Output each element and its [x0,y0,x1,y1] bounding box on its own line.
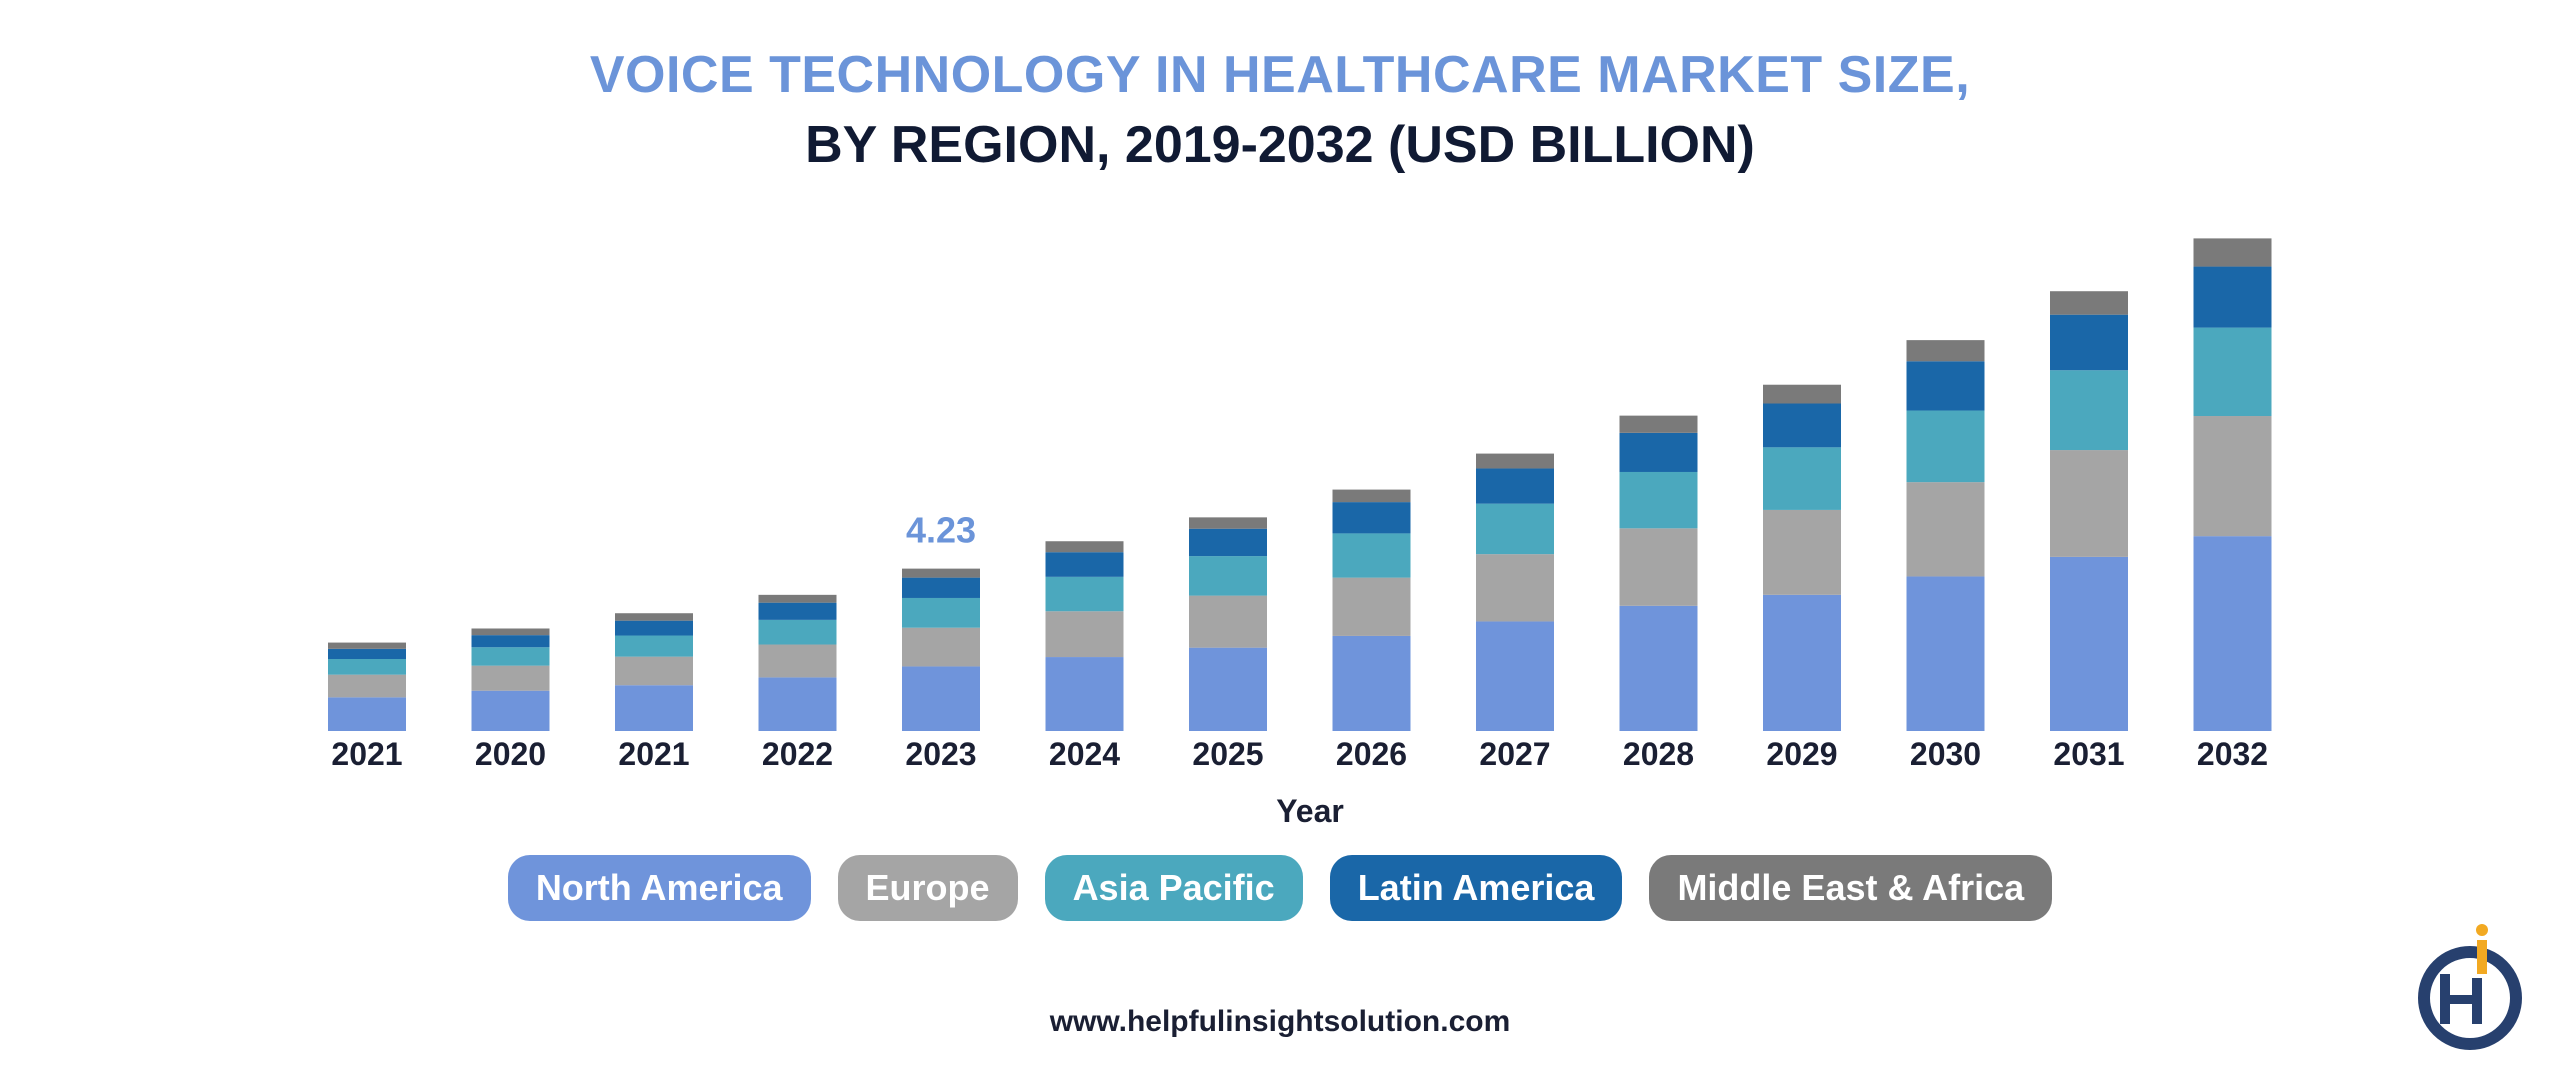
bar-segment-middle-east-africa-8 [1476,453,1554,469]
legend-item-north-america: North America [507,855,811,921]
bar-segment-middle-east-africa-12 [2050,291,2128,315]
bar-segment-latin-america-13 [2193,266,2272,328]
bar-segment-europe-0 [328,674,406,698]
x-axis-label: Year [1276,793,1344,829]
bar-segment-asia-pacific-10 [1763,447,1841,510]
bar-segment-latin-america-3 [758,602,837,620]
bar-segment-europe-5 [1045,611,1124,658]
bar-segment-north-america-10 [1763,594,1841,731]
data-label: 4.23 [906,510,976,551]
x-tick-label: 2026 [1336,736,1407,772]
bar-segment-europe-4 [902,627,980,667]
bar-segment-latin-america-10 [1763,403,1841,448]
bar-segment-latin-america-7 [1332,502,1411,534]
bar-segment-asia-pacific-5 [1045,576,1124,612]
bar-segment-middle-east-africa-9 [1619,415,1698,433]
bar-segment-asia-pacific-7 [1332,533,1411,578]
x-tick-label: 2030 [1910,736,1981,772]
bar-segment-latin-america-8 [1476,468,1554,504]
bar-segment-asia-pacific-8 [1476,503,1554,555]
bar-segment-north-america-8 [1476,621,1554,731]
x-tick-label: 2031 [2053,736,2124,772]
x-tick-label: 2028 [1623,736,1694,772]
bar-segment-europe-10 [1763,509,1841,595]
bar-segment-europe-12 [2050,450,2128,557]
bar-segment-north-america-2 [615,685,693,731]
bar-segment-europe-2 [615,656,693,686]
x-tick-label: 2029 [1766,736,1837,772]
x-tick-label: 2025 [1192,736,1263,772]
bar-segment-north-america-5 [1045,657,1124,731]
bar-segment-asia-pacific-1 [471,647,550,666]
bar-segment-middle-east-africa-3 [758,594,837,603]
x-tick-label: 2024 [1049,736,1120,772]
bar-segment-europe-8 [1476,554,1554,622]
x-tick-label: 2021 [618,736,689,772]
bar-segment-middle-east-africa-2 [615,613,693,621]
bar-segment-middle-east-africa-13 [2193,238,2272,267]
bar-segment-latin-america-5 [1045,552,1124,577]
chart-title: VOICE TECHNOLOGY IN HEALTHCARE MARKET SI… [0,40,2560,180]
bar-segment-middle-east-africa-7 [1332,489,1411,503]
chart-title-line2: BY REGION, 2019-2032 (USD BILLION) [805,116,1755,174]
bar-segment-europe-6 [1189,595,1267,648]
x-tick-label: 2027 [1479,736,1550,772]
bar-segment-latin-america-9 [1619,432,1698,472]
bar-segment-latin-america-4 [902,577,980,598]
legend-item-asia-pacific: Asia Pacific [1044,855,1303,921]
bar-segment-latin-america-0 [328,648,406,660]
bar-segment-europe-7 [1332,577,1411,636]
x-tick-label: 2020 [475,736,546,772]
bar-segment-middle-east-africa-0 [328,642,406,649]
bar-segment-latin-america-1 [471,635,550,648]
x-tick-label: 2021 [331,736,402,772]
bar-segment-middle-east-africa-4 [902,568,980,578]
legend-item-europe: Europe [837,855,1018,921]
bar-segment-asia-pacific-9 [1619,471,1698,529]
legend: North America Europe Asia Pacific Latin … [0,855,2560,921]
x-tick-label: 2023 [905,736,976,772]
bar-segment-middle-east-africa-1 [471,628,550,636]
bar-segment-north-america-4 [902,666,980,731]
chart-title-line1: VOICE TECHNOLOGY IN HEALTHCARE MARKET SI… [589,46,1971,104]
bar-segment-asia-pacific-4 [902,597,980,628]
bar-segment-north-america-12 [2050,556,2128,731]
bar-segment-north-america-11 [1906,576,1985,731]
bar-segment-asia-pacific-11 [1906,410,1985,483]
bar-segment-latin-america-2 [615,620,693,636]
x-tick-label: 2032 [2197,736,2268,772]
bar-segment-asia-pacific-3 [758,619,837,645]
bar-segment-europe-13 [2193,416,2272,537]
bar-segment-north-america-3 [758,677,837,731]
bar-segment-middle-east-africa-6 [1189,517,1267,529]
legend-item-latin-america: Latin America [1329,855,1623,921]
bar-segment-latin-america-12 [2050,314,2128,371]
bar-segment-north-america-6 [1189,647,1267,731]
bar-segment-asia-pacific-12 [2050,370,2128,451]
bar-segment-middle-east-africa-5 [1045,541,1124,553]
website-url: www.helpfulinsightsolution.com [1049,1005,1511,1038]
bar-segment-europe-9 [1619,528,1698,606]
bar-segment-asia-pacific-2 [615,635,693,657]
bar-segment-latin-america-11 [1906,361,1985,411]
bar-segment-asia-pacific-0 [328,659,406,675]
bar-segment-middle-east-africa-10 [1763,384,1841,404]
company-logo-icon [2418,924,2522,1050]
x-tick-label: 2022 [762,736,833,772]
bar-segment-north-america-13 [2193,536,2272,731]
bar-segment-latin-america-6 [1189,528,1267,557]
bar-segment-europe-11 [1906,482,1985,577]
bar-segment-north-america-0 [328,697,406,731]
bar-segment-north-america-7 [1332,635,1411,731]
bar-segment-asia-pacific-6 [1189,556,1267,596]
bar-segment-north-america-1 [471,690,550,731]
legend-item-middle-east-africa: Middle East & Africa [1649,855,2053,921]
bar-segment-europe-3 [758,644,837,678]
bar-segment-asia-pacific-13 [2193,327,2272,417]
bar-segment-middle-east-africa-11 [1906,340,1985,362]
bar-segment-north-america-9 [1619,605,1698,731]
bar-segment-europe-1 [471,665,550,691]
